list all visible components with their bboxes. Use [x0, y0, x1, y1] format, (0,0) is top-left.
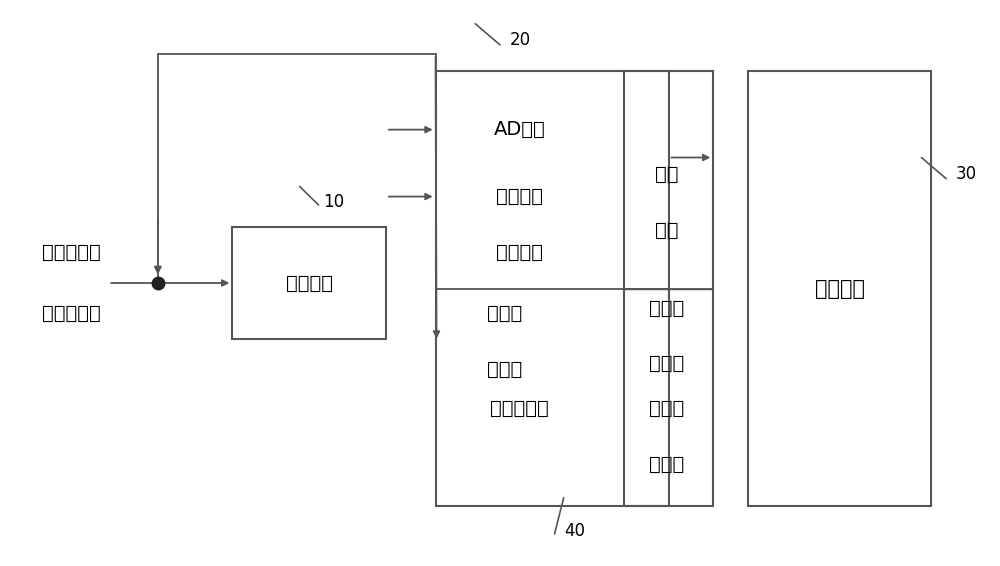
Bar [624, 71, 713, 506]
Text: 出正极: 出正极 [649, 454, 684, 474]
Text: 40: 40 [564, 522, 585, 540]
Text: 高压输: 高压输 [649, 399, 684, 418]
Text: 出正极: 出正极 [487, 360, 523, 379]
Bar [436, 71, 669, 506]
Text: 运算电路: 运算电路 [286, 273, 333, 293]
Text: AD采样: AD采样 [494, 120, 546, 139]
Text: 唤醒: 唤醒 [655, 165, 678, 184]
Bar [232, 227, 386, 339]
Text: 高压输: 高压输 [649, 299, 684, 318]
Text: 正极输出端: 正极输出端 [42, 304, 101, 323]
Text: 唤醒输入: 唤醒输入 [496, 187, 543, 206]
Text: 20: 20 [509, 32, 530, 49]
Text: 储能系统: 储能系统 [815, 278, 865, 299]
Text: 出负极: 出负极 [649, 354, 684, 374]
Text: 低压蓄电池: 低压蓄电池 [42, 243, 101, 262]
Text: 30: 30 [956, 165, 977, 183]
Bar [748, 71, 931, 506]
Text: 报文: 报文 [655, 221, 678, 239]
Text: 电压转换器: 电压转换器 [490, 399, 549, 418]
Text: 10: 10 [323, 193, 344, 211]
Text: 控制单元: 控制单元 [496, 243, 543, 262]
Text: 低压输: 低压输 [487, 304, 523, 323]
